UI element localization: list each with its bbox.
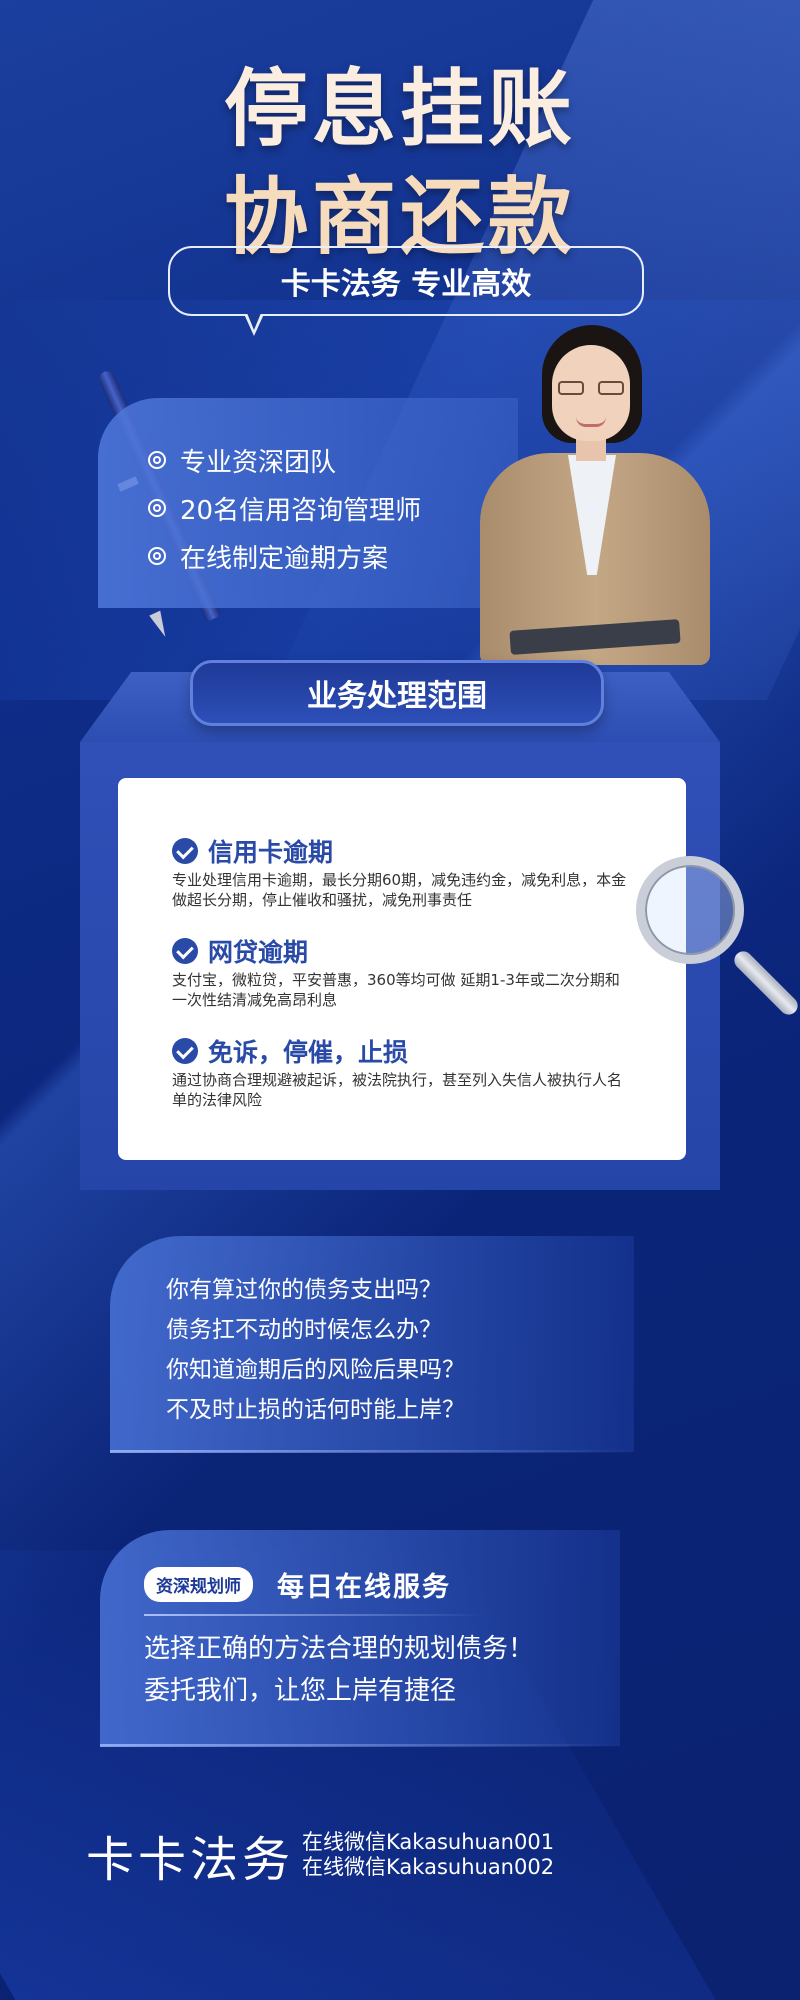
bubble-tail-inner — [247, 313, 261, 330]
question-line: 不及时止损的话何时能上岸？ — [166, 1397, 465, 1423]
service-item-text: 通过协商合理规避被起诉，被法院执行，甚至列入失信人被执行人名单的法律风险 — [172, 1071, 623, 1109]
planner-badge: 资深规划师 — [144, 1566, 253, 1602]
service-item-title: 信用卡逾期 — [208, 838, 334, 867]
question-line: 你有算过你的债务支出吗？ — [166, 1277, 442, 1303]
service-item-text: 支付宝，微粒贷，平安普惠，360等均可做 延期1-3年或二次分期和一次性结清减免… — [172, 971, 620, 1009]
service-item-title: 免诉，停催，止损 — [208, 1038, 409, 1067]
headline-line-1: 停息挂账 — [223, 60, 576, 158]
card-underline — [110, 1450, 634, 1453]
wechat-contacts: 在线微信Kakasuhuan001 在线微信Kakasuhuan002 — [302, 1830, 554, 1880]
feature-item: 20名信用咨询管理师 — [148, 484, 518, 532]
ring-bullet-icon — [148, 451, 166, 469]
check-circle-icon — [172, 1038, 198, 1064]
feature-item: 专业资深团队 — [148, 436, 518, 484]
daily-service-card: 资深规划师 每日在线服务 选择正确的方法合理的规划债务！ 委托我们，让您上岸有捷… — [100, 1530, 620, 1746]
divider — [144, 1614, 484, 1616]
feature-label: 20名信用咨询管理师 — [180, 495, 422, 526]
card-underline — [100, 1744, 620, 1747]
headline-line-2: 协商还款 — [223, 168, 576, 266]
slogan-text: 卡卡法务 专业高效 — [280, 267, 532, 302]
ring-bullet-icon — [148, 547, 166, 565]
service-item: 信用卡逾期 专业处理信用卡逾期，最长分期60期，减免违约金，减免利息，本金做超长… — [172, 834, 646, 910]
service-scope-tab: 业务处理范围 — [190, 660, 604, 726]
questions-card: 你有算过你的债务支出吗？ 债务扛不动的时候怎么办？ 你知道逾期后的风险后果吗？ … — [110, 1236, 634, 1452]
glasses-icon — [558, 381, 624, 397]
consultant-smile — [576, 417, 606, 427]
check-circle-icon — [172, 838, 198, 864]
footer: 卡卡法务 在线微信Kakasuhuan001 在线微信Kakasuhuan002 — [86, 1820, 554, 1890]
feature-item: 在线制定逾期方案 — [148, 532, 518, 580]
daily-service-line: 选择正确的方法合理的规划债务！ — [144, 1634, 535, 1664]
service-item-text: 专业处理信用卡逾期，最长分期60期，减免违约金，减免利息，本金做超长分期，停止催… — [172, 871, 627, 909]
features-card: 专业资深团队 20名信用咨询管理师 在线制定逾期方案 — [98, 398, 518, 608]
feature-label: 在线制定逾期方案 — [180, 543, 389, 574]
check-circle-icon — [172, 938, 198, 964]
service-item-title: 网贷逾期 — [208, 938, 309, 967]
feature-label: 专业资深团队 — [180, 447, 337, 478]
question-line: 债务扛不动的时候怎么办？ — [166, 1317, 442, 1343]
daily-service-line: 委托我们，让您上岸有捷径 — [144, 1676, 457, 1706]
wechat-id-1[interactable]: 在线微信Kakasuhuan001 — [302, 1830, 555, 1854]
brand-name: 卡卡法务 — [86, 1832, 295, 1888]
service-card: 信用卡逾期 专业处理信用卡逾期，最长分期60期，减免违约金，减免利息，本金做超长… — [118, 778, 686, 1160]
magnifier-icon — [636, 856, 744, 964]
wechat-id-2[interactable]: 在线微信Kakasuhuan002 — [302, 1855, 555, 1879]
daily-service-title: 每日在线服务 — [277, 1571, 451, 1603]
ring-bullet-icon — [148, 499, 166, 517]
service-item: 网贷逾期 支付宝，微粒贷，平安普惠，360等均可做 延期1-3年或二次分期和一次… — [172, 934, 646, 1010]
question-line: 你知道逾期后的风险后果吗？ — [166, 1357, 465, 1383]
service-scope-title: 业务处理范围 — [307, 679, 487, 714]
service-item: 免诉，停催，止损 通过协商合理规避被起诉，被法院执行，甚至列入失信人被执行人名单… — [172, 1034, 646, 1110]
consultant-photo — [480, 325, 720, 665]
slogan-bubble: 卡卡法务 专业高效 — [168, 246, 644, 316]
